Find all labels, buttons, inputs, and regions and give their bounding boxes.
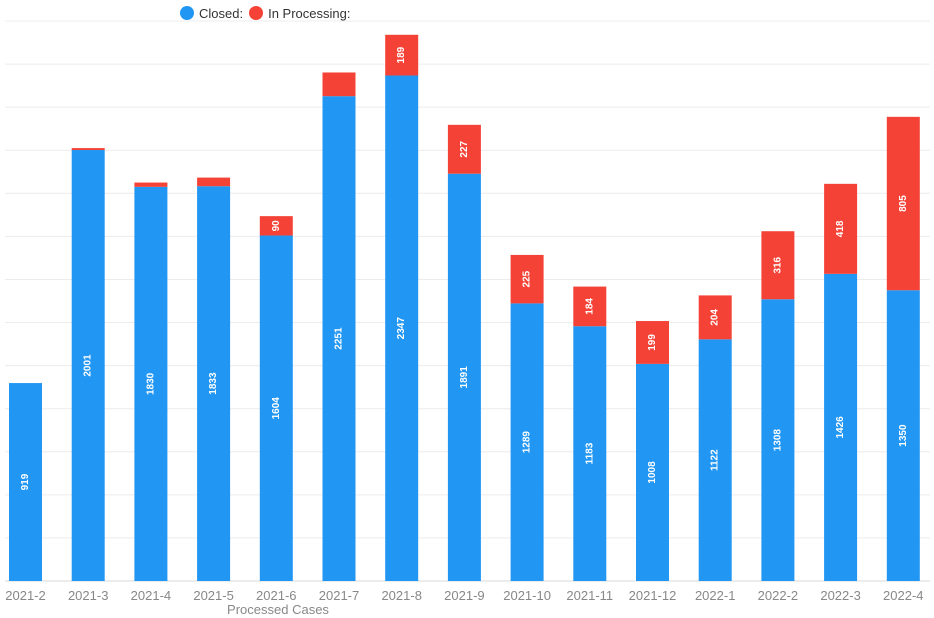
x-tick-label-2021-11: 2021-11 — [566, 588, 613, 603]
data-label-closed-2021-4: 1830 — [145, 372, 156, 395]
legend-label-closed: Closed: — [199, 5, 244, 21]
bar-in-processing-2022-2[interactable] — [761, 231, 795, 300]
bar-closed-2021-9[interactable] — [447, 173, 481, 581]
bar-in-processing-2021-4[interactable] — [134, 182, 168, 187]
x-tick-label-2021-5: 2021-5 — [193, 588, 233, 603]
bar-closed-2021-10[interactable] — [510, 303, 544, 581]
bar-closed-2022-4[interactable] — [886, 290, 920, 581]
x-tick-label-2022-4: 2022-4 — [883, 588, 923, 603]
x-tick-label-2021-3: 2021-3 — [68, 588, 108, 603]
x-tick-label-2021-4: 2021-4 — [131, 588, 171, 603]
bar-in-processing-2022-3[interactable] — [824, 183, 858, 274]
bar-closed-2021-12[interactable] — [636, 363, 669, 581]
x-tick-label-2021-9: 2021-9 — [444, 588, 484, 603]
legend-item-closed[interactable]: Closed: — [180, 6, 243, 21]
bar-in-processing-2021-12[interactable] — [636, 321, 669, 364]
data-label-closed-2021-12: 1008 — [647, 461, 658, 484]
bar-in-processing-2021-5[interactable] — [197, 177, 231, 187]
data-label-closed-2021-10: 1289 — [522, 431, 533, 454]
bar-closed-2022-1[interactable] — [698, 339, 732, 581]
x-tick-label-2022-3: 2022-3 — [820, 588, 860, 603]
legend-dot-in-processing — [249, 6, 264, 20]
bar-closed-2022-3[interactable] — [824, 273, 858, 581]
legend-item-in-processing[interactable]: In Processing: — [249, 6, 350, 21]
data-label-closed-2021-2: 919 — [20, 473, 31, 490]
data-label-in-processing-2022-1: 204 — [710, 309, 721, 326]
x-tick-label-2021-12: 2021-12 — [629, 588, 677, 603]
legend-dot-closed — [180, 6, 194, 20]
x-tick-label-2022-1: 2022-1 — [695, 588, 735, 603]
bar-in-processing-2021-8[interactable] — [385, 34, 419, 76]
x-axis-title: Processed Cases — [227, 602, 329, 617]
x-tick-label-2021-8: 2021-8 — [381, 588, 421, 603]
bar-in-processing-2021-3[interactable] — [71, 148, 105, 151]
data-label-closed-2021-8: 2347 — [396, 317, 407, 340]
data-label-closed-2022-2: 1308 — [772, 429, 783, 452]
bar-in-processing-2021-11[interactable] — [573, 286, 607, 327]
x-tick-label-2022-2: 2022-2 — [758, 588, 798, 603]
bar-closed-2021-7[interactable] — [322, 96, 356, 582]
data-label-closed-2021-6: 1604 — [271, 397, 282, 420]
data-label-closed-2021-11: 1183 — [584, 442, 595, 464]
bar-in-processing-2022-1[interactable] — [698, 295, 732, 340]
x-tick-label-2021-10: 2021-10 — [503, 588, 551, 603]
legend-label-in-processing: In Processing: — [268, 5, 351, 21]
data-label-in-processing-2021-6: 90 — [271, 220, 282, 232]
data-label-in-processing-2021-8: 189 — [396, 46, 407, 63]
bar-in-processing-2021-7[interactable] — [322, 72, 356, 97]
bar-in-processing-2021-9[interactable] — [447, 124, 481, 174]
x-tick-label-2021-7: 2021-7 — [319, 588, 359, 603]
bar-closed-2021-11[interactable] — [573, 326, 607, 581]
bars — [9, 34, 920, 582]
x-tick-labels: 2021-2 2021-3 2021-4 2021-5 2021-6 2021-7 2021… — [5, 588, 923, 603]
data-label-in-processing-2021-10: 225 — [522, 270, 533, 287]
data-label-closed-2021-9: 1891 — [459, 366, 470, 389]
bar-in-processing-2021-10[interactable] — [510, 254, 544, 304]
x-tick-label-2021-6: 2021-6 — [256, 588, 296, 603]
data-label-closed-2021-3: 2001 — [83, 354, 94, 377]
bar-closed-2021-2[interactable] — [9, 383, 42, 581]
data-labels: 919 2001 1830 1833 1604 90 2251 2347 189 1891 227 1… — [20, 46, 909, 490]
data-label-in-processing-2022-4: 805 — [898, 195, 909, 212]
data-label-in-processing-2021-9: 227 — [459, 140, 470, 157]
bar-in-processing-2021-6[interactable] — [259, 216, 293, 236]
x-tick-label-2021-2: 2021-2 — [5, 588, 45, 603]
data-label-closed-2021-7: 2251 — [334, 327, 345, 350]
legend: Closed: In Processing: — [180, 4, 356, 22]
bar-closed-2021-5[interactable] — [197, 186, 231, 581]
bar-closed-2021-3[interactable] — [71, 150, 105, 581]
bar-closed-2022-2[interactable] — [761, 299, 795, 581]
data-label-in-processing-2022-3: 418 — [835, 220, 846, 237]
bar-closed-2021-6[interactable] — [259, 235, 293, 581]
bar-closed-2021-4[interactable] — [134, 186, 168, 581]
data-label-in-processing-2022-2: 316 — [772, 256, 783, 273]
data-label-in-processing-2021-11: 184 — [584, 298, 595, 315]
bar-closed-2021-8[interactable] — [385, 75, 419, 581]
data-label-closed-2022-1: 1122 — [710, 449, 721, 471]
bar-in-processing-2022-4[interactable] — [886, 116, 920, 291]
data-label-in-processing-2021-12: 199 — [647, 334, 658, 351]
data-label-closed-2022-4: 1350 — [898, 424, 909, 447]
data-label-closed-2021-5: 1833 — [208, 372, 219, 395]
data-label-closed-2022-3: 1426 — [835, 416, 846, 439]
